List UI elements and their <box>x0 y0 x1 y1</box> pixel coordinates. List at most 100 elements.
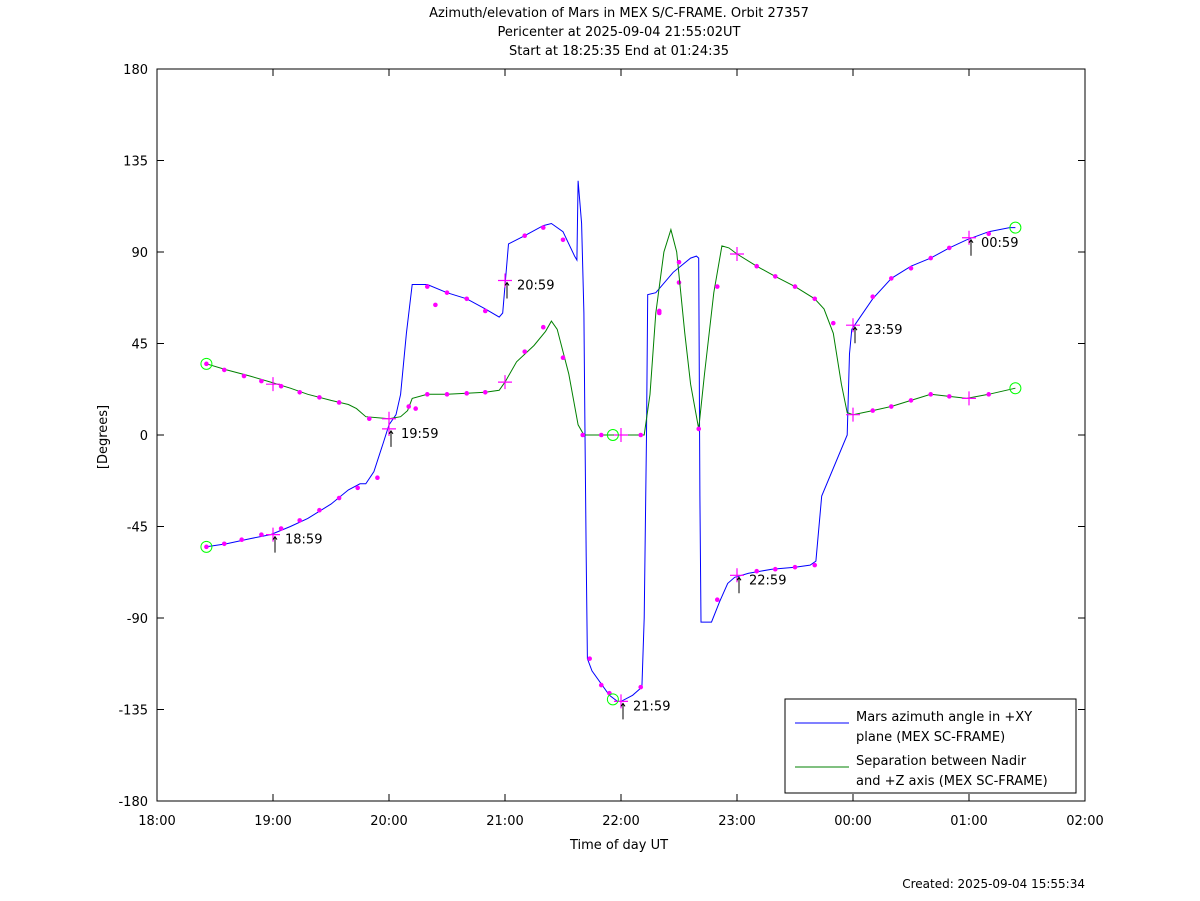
series-layer <box>200 180 1022 709</box>
hour-cross-marker-separation <box>962 391 976 406</box>
data-point-marker-separation <box>317 395 322 400</box>
data-point-marker-separation <box>908 398 914 403</box>
legend: Mars azimuth angle in +XY plane (MEX SC-… <box>784 698 1077 794</box>
data-point-marker-separation <box>696 426 702 432</box>
data-point-marker-separation <box>888 404 894 409</box>
hour-cross-marker-separation <box>382 411 396 426</box>
data-point-marker-separation <box>540 324 546 330</box>
y-tick-label: -180 <box>118 795 148 810</box>
x-axis-label: Time of day UT <box>569 838 668 853</box>
data-point-marker-separation <box>580 432 586 438</box>
data-point-marker-azimuth <box>221 541 227 547</box>
endpoint-circle <box>1009 221 1022 234</box>
data-point-marker-separation <box>221 367 227 373</box>
data-point-marker-azimuth <box>888 276 894 281</box>
data-point-marker-azimuth <box>540 225 546 230</box>
data-point-marker-azimuth <box>278 526 284 531</box>
time-annotation-arrow <box>272 535 278 553</box>
x-tick-label: 23:00 <box>718 814 755 829</box>
data-point-marker-separation <box>336 400 342 405</box>
created-timestamp: Created: 2025-09-04 15:55:34 <box>902 877 1085 891</box>
endpoint-circle <box>606 429 619 441</box>
data-point-marker-azimuth <box>772 566 778 572</box>
hour-cross-marker-separation <box>730 247 744 262</box>
y-tick-label: 180 <box>123 63 148 78</box>
data-point-marker-separation <box>482 390 488 395</box>
data-point-marker-separation <box>676 259 682 265</box>
data-point-marker-azimuth <box>522 233 528 239</box>
time-annotation-label: 23:59 <box>865 323 902 338</box>
data-point-marker-separation <box>444 392 450 397</box>
x-tick-label: 20:00 <box>370 814 407 829</box>
data-point-marker-azimuth <box>560 237 566 243</box>
time-annotation-arrow <box>852 326 858 344</box>
data-point-marker-separation <box>812 296 818 302</box>
time-annotation-arrow <box>504 281 510 299</box>
data-point-marker-separation <box>278 383 284 389</box>
axes: 18:00 19:00 20:00 21:00 22:00 23:00 00:00 01:00… <box>118 63 1103 829</box>
data-point-marker-separation <box>946 394 952 399</box>
time-annotation-label: 21:59 <box>633 699 670 714</box>
y-tick-label: -90 <box>127 612 148 627</box>
data-point-marker-separation <box>406 404 412 409</box>
data-point-marker-separation <box>259 378 264 384</box>
data-point-marker-azimuth <box>598 682 604 688</box>
data-point-marker-azimuth <box>336 495 342 501</box>
x-tick-label: 00:00 <box>834 814 871 829</box>
chart-title-line-3: Start at 18:25:35 End at 01:24:35 <box>509 44 729 59</box>
data-point-marker-azimuth <box>424 284 430 289</box>
data-point-marker-separation <box>870 408 876 413</box>
data-point-marker-azimuth <box>355 485 360 491</box>
chart-titles: Azimuth/elevation of Mars in MEX S/C-FRA… <box>429 6 809 59</box>
data-point-marker-separation <box>366 416 372 422</box>
data-point-marker-azimuth <box>812 562 818 568</box>
time-annotation-label: 20:59 <box>517 278 554 293</box>
hour-cross-marker-separation <box>614 428 628 442</box>
time-annotation-arrow <box>388 429 394 447</box>
legend-label-azimuth-line-1: Mars azimuth angle in +XY <box>856 710 1032 725</box>
y-tick-label: -135 <box>118 704 148 719</box>
data-point-marker-separation <box>928 392 934 397</box>
time-annotation-arrow <box>620 702 626 720</box>
data-point-marker-azimuth <box>259 532 264 537</box>
data-point-marker-separation <box>204 361 209 367</box>
data-point-marker-azimuth <box>714 597 720 602</box>
chart-title-line-2: Pericenter at 2025-09-04 21:55:02UT <box>497 25 740 40</box>
time-annotations: 18:59 19:59 20:59 21:59 22:59 23:59 00:59 <box>272 236 1018 720</box>
x-tick-label: 18:00 <box>138 814 175 829</box>
legend-label-separation-line-1: Separation between Nadir <box>856 754 1027 769</box>
data-point-marker-separation <box>830 320 836 326</box>
time-annotation-label: 18:59 <box>285 533 322 548</box>
data-point-marker-azimuth <box>482 308 488 314</box>
data-point-marker-azimuth <box>928 255 934 261</box>
y-tick-label: 45 <box>131 338 148 353</box>
data-point-marker-azimuth <box>754 568 760 574</box>
series-line-azimuth <box>206 180 1016 702</box>
data-point-marker-azimuth <box>638 684 644 690</box>
data-point-marker-separation <box>638 432 644 438</box>
hour-cross-marker-separation <box>498 375 512 390</box>
data-point-marker-separation <box>598 432 604 438</box>
data-point-marker-separation <box>656 310 662 316</box>
data-point-marker-separation <box>424 392 430 397</box>
time-annotation-arrow <box>968 238 974 256</box>
data-point-marker-separation <box>464 391 470 396</box>
x-tick-label: 01:00 <box>950 814 987 829</box>
hour-cross-marker-separation <box>846 407 860 422</box>
data-point-marker-azimuth <box>375 475 380 481</box>
data-point-marker-separation <box>241 373 247 379</box>
data-point-marker-azimuth <box>792 564 798 570</box>
data-point-marker-azimuth <box>239 537 244 543</box>
data-point-marker-separation <box>754 263 760 269</box>
y-tick-label: 90 <box>131 246 148 261</box>
x-tick-label: 22:00 <box>602 814 639 829</box>
endpoint-circle <box>200 540 213 553</box>
data-point-marker-azimuth <box>413 406 418 411</box>
data-point-marker-separation <box>522 349 528 354</box>
data-point-marker-azimuth <box>204 544 209 550</box>
data-point-marker-azimuth <box>946 245 952 251</box>
data-point-marker-azimuth <box>297 518 302 523</box>
chart-title-line-1: Azimuth/elevation of Mars in MEX S/C-FRA… <box>429 6 809 21</box>
time-annotation-label: 22:59 <box>749 573 786 588</box>
